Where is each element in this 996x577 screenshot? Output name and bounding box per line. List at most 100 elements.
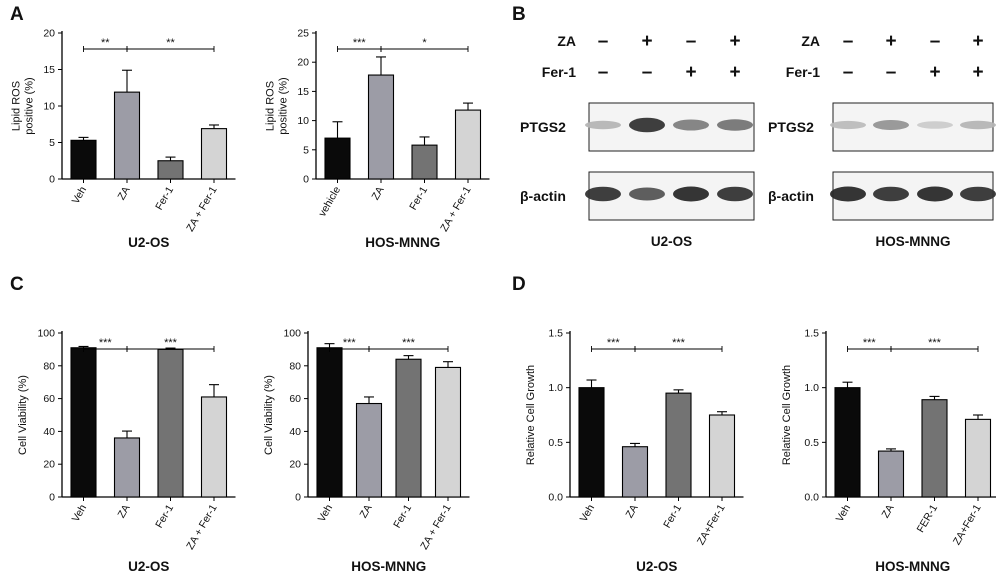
chart-cell-viability-u2os: 0 20 40 60 80 100 Cell Viability (%) Veh ZA Fer-1… [17,328,236,574]
bar [113,437,141,498]
x-axis-title: U2-OS [128,235,169,250]
chart-relative-growth-hos-mnng: 0.0 0.5 1.0 1.5 Relative Cell Growth Veh ZA FER… [781,328,996,574]
protein-label: β-actin [768,188,814,204]
x-category-label: Fer-1 [153,502,176,530]
significance-label: *** [672,337,686,349]
protein-band [585,186,621,202]
x-category-label: Fer-1 [391,502,414,530]
x-category-label: ZA [369,185,386,203]
protein-band [830,186,866,202]
panel-label-d: D [512,274,526,295]
y-axis-title: Cell Viability (%) [17,375,29,455]
plus-sign: + [929,62,940,83]
chart-lipid-ros-hos-mnng: 0 5 10 15 20 25 Lipid ROS positive (%) vehicle ZA… [265,28,490,250]
treatment-label: Fer-1 [786,64,820,80]
x-category-label: FER-1 [915,502,941,534]
y-tick-label: 20 [43,459,55,471]
y-tick-label: 60 [43,393,55,405]
minus-sign: – [930,31,941,52]
y-tick-label: 80 [289,360,301,372]
bar [877,450,905,498]
bar [157,160,184,180]
minus-sign: – [598,62,609,83]
significance-label: *** [402,337,416,349]
x-category-label: ZA+Fer-1 [951,502,984,547]
protein-band [585,120,621,130]
y-tick-label: 5 [303,144,309,156]
x-category-label: Fer-1 [661,502,684,530]
bar [70,347,97,498]
y-axis-title: Lipid ROS [265,81,277,131]
x-axis-title: U2-OS [636,559,677,574]
y-axis-title: Cell Viability (%) [263,375,275,455]
protein-label: β-actin [520,188,566,204]
x-category-label: ZA + Fer-1 [184,502,219,551]
minus-sign: – [686,31,697,52]
y-tick-label: 40 [289,426,301,438]
significance-label: *** [99,337,113,349]
plus-sign: + [972,62,983,83]
protein-band [629,187,665,201]
x-category-label: Fer-1 [407,184,430,212]
x-category-label: Fer-1 [153,184,176,212]
bar [367,74,395,180]
y-tick-label: 0 [49,174,55,186]
y-tick-label: 0.5 [548,437,563,449]
bar [70,139,97,180]
x-category-label: ZA [623,503,640,521]
protein-band [717,186,753,202]
y-tick-label: 1.0 [804,382,819,394]
protein-label: PTGS2 [768,119,814,135]
bar [434,366,462,498]
bar [316,347,343,498]
x-category-label: Veh [70,184,90,206]
bar [411,144,438,180]
y-tick-label: 100 [37,328,55,340]
plus-sign: + [685,62,696,83]
bar [708,414,736,498]
x-category-label: Veh [578,502,598,524]
bar [454,109,482,180]
protein-band [873,186,909,202]
x-category-label: Veh [316,502,336,524]
significance-label: *** [928,337,942,349]
y-tick-label: 40 [43,426,55,438]
panel-label-c: C [10,274,24,295]
significance-label: *** [343,337,357,349]
chart-cell-viability-hos-mnng: 0 20 40 60 80 100 Cell Viability (%) Veh ZA Fer-1… [263,328,470,574]
bar [324,137,351,180]
chart-relative-growth-u2os: 0.0 0.5 1.0 1.5 Relative Cell Growth Veh ZA Fer… [525,328,744,574]
y-tick-label: 60 [289,393,301,405]
y-tick-label: 25 [297,28,309,40]
blot-cell-line-label: U2-OS [651,234,692,249]
significance-label: * [422,37,427,49]
western-blot-u2os: ZA – + – + Fer-1 – – + + PTGS2 β-actin U2-OS [520,31,755,249]
protein-band [917,186,953,202]
bar [395,358,422,498]
plus-sign: + [641,31,652,52]
y-tick-label: 0.0 [804,492,819,504]
significance-label: *** [863,337,877,349]
y-tick-label: 20 [43,28,55,40]
x-axis-title: HOS-MNNG [875,559,950,574]
x-axis-title: HOS-MNNG [351,559,426,574]
x-category-label: ZA [357,503,374,521]
protein-label: PTGS2 [520,119,566,135]
x-category-label: ZA [879,503,896,521]
y-tick-label: 20 [297,57,309,69]
y-tick-label: 1.0 [548,382,563,394]
plus-sign: + [972,31,983,52]
significance-label: *** [607,337,621,349]
bar [964,418,992,498]
minus-sign: – [886,62,897,83]
y-tick-label: 80 [43,360,55,372]
x-category-label: ZA [115,503,132,521]
y-axis-title: Relative Cell Growth [525,365,537,465]
treatment-label: ZA [801,33,820,49]
x-category-label: vehicle [316,184,343,218]
y-tick-label: 10 [297,115,309,127]
chart-lipid-ros-u2os: 0 5 10 15 20 Lipid ROS positive (%) Veh ZA Fer-1 Z… [11,28,236,250]
protein-band [960,186,996,202]
panel-label-b: B [512,4,526,25]
